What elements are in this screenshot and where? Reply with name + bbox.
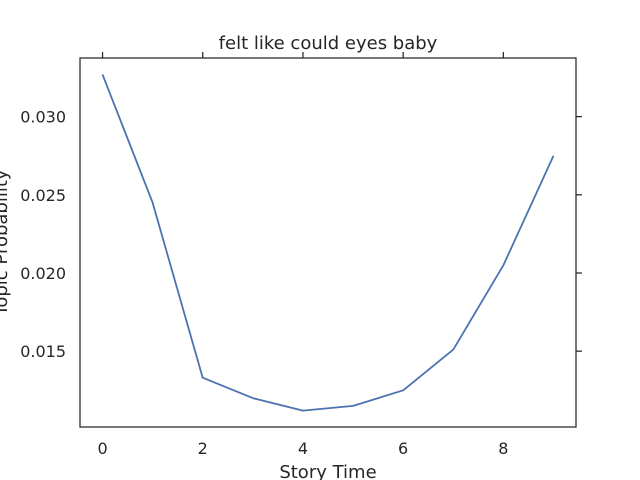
x-tick-label: 4 bbox=[298, 439, 308, 458]
chart-title: felt like could eyes baby bbox=[219, 33, 438, 54]
plot-frame bbox=[79, 57, 577, 428]
series-line bbox=[101, 74, 555, 412]
x-tick-label: 0 bbox=[97, 439, 107, 458]
y-tick-label: 0.020 bbox=[20, 264, 66, 283]
tick-labels: 0 2 4 6 8 0.015 0.020 0.025 0.030 bbox=[20, 108, 508, 458]
x-tick-label: 2 bbox=[198, 439, 208, 458]
x-tick-label: 8 bbox=[498, 439, 508, 458]
x-tick-label: 6 bbox=[398, 439, 408, 458]
y-tick-label: 0.025 bbox=[20, 186, 66, 205]
y-tick-label: 0.015 bbox=[20, 342, 66, 361]
x-axis-label: Story Time bbox=[279, 462, 376, 480]
y-axis-label: Topic Probability bbox=[0, 169, 12, 316]
tick-marks bbox=[101, 52, 582, 352]
y-tick-label: 0.030 bbox=[20, 108, 66, 127]
